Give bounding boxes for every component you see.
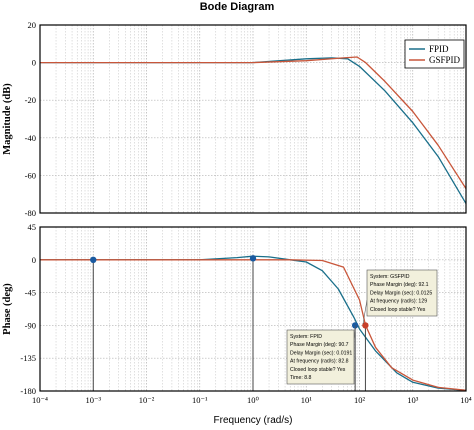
phase-ytick-label: 45 (28, 222, 37, 232)
datatip-box-fpid (286, 329, 355, 385)
legend-box (404, 39, 465, 69)
datatip-box-gsfpid (366, 269, 438, 317)
phase-ytick-label: -135 (20, 353, 36, 363)
magnitude-ylabel: Magnitude (dB) (2, 83, 13, 155)
magnitude-ytick-label: -20 (25, 95, 36, 105)
datatip-line: Phase Margin (deg): 90.7 (290, 342, 349, 348)
datatip-line: Closed loop stable? Yes (370, 307, 426, 313)
margin-markers (90, 255, 369, 391)
datatip-line: At frequency (rad/s): 82.8 (290, 359, 349, 365)
margin-marker (90, 256, 97, 263)
magnitude-curve-gsfpid (40, 56, 467, 189)
xtick-label: 10¹ (301, 395, 313, 405)
datatip-leader (353, 324, 357, 339)
phase-axes-frame (39, 226, 467, 392)
datatip-line: Delay Margin (sec): 0.0125 (370, 290, 432, 296)
margin-marker (362, 322, 369, 329)
phase-curve-fpid (40, 255, 467, 391)
xtick-label: 10⁻² (139, 395, 155, 405)
phase-ylabel: Phase (deg) (2, 283, 13, 335)
xtick-label: 10⁻¹ (192, 395, 208, 405)
magnitude-curve-fpid (40, 57, 467, 204)
legend-label-fpid: FPID (429, 44, 449, 54)
axes-frames (39, 24, 467, 392)
magnitude-ytick-label: -80 (25, 208, 36, 218)
magnitude-ytick-label: 20 (28, 20, 37, 30)
x-axis-label: Frequency (rad/s) (214, 415, 293, 426)
xtick-label: 10⁻⁴ (32, 395, 48, 405)
phase-ytick-label: -90 (25, 320, 36, 330)
xtick-label: 10³ (407, 395, 419, 405)
phase-ytick-label: -180 (20, 386, 36, 396)
xtick-label: 10⁴ (460, 395, 472, 405)
datatip-line: Delay Margin (sec): 0.0191 (290, 350, 352, 356)
xtick-label: 10⁰ (247, 395, 260, 405)
xtick-label: 10⁻³ (85, 395, 101, 405)
datatips: System: GSFPID Phase Margin (deg): 92.1 De… (286, 269, 438, 385)
magnitude-axes-frame (39, 24, 467, 214)
phase-ytick-label: -45 (25, 288, 36, 298)
datatip-line: Phase Margin (deg): 92.1 (370, 282, 429, 288)
phase-ytick-label: 0 (32, 255, 36, 265)
datatip-leader (362, 299, 368, 325)
legend-label-gsfpid: GSFPID (429, 55, 461, 65)
magnitude-ytick-label: -40 (25, 133, 36, 143)
datatip-line: System: GSFPID (370, 274, 410, 280)
datatip-line: System: FPID (290, 334, 322, 340)
datatip-line: Closed loop stable? Yes (290, 367, 346, 373)
chart-title: Bode Diagram (200, 1, 275, 13)
datatip-line: Time: 8.8 (290, 375, 312, 381)
magnitude-ytick-label: -60 (25, 170, 36, 180)
magnitude-ytick-label: 0 (32, 58, 36, 68)
xtick-label: 10² (354, 395, 366, 405)
datatip-line: At frequency (rad/s): 129 (370, 299, 427, 305)
margin-marker (249, 255, 257, 262)
margin-marker (351, 322, 359, 329)
